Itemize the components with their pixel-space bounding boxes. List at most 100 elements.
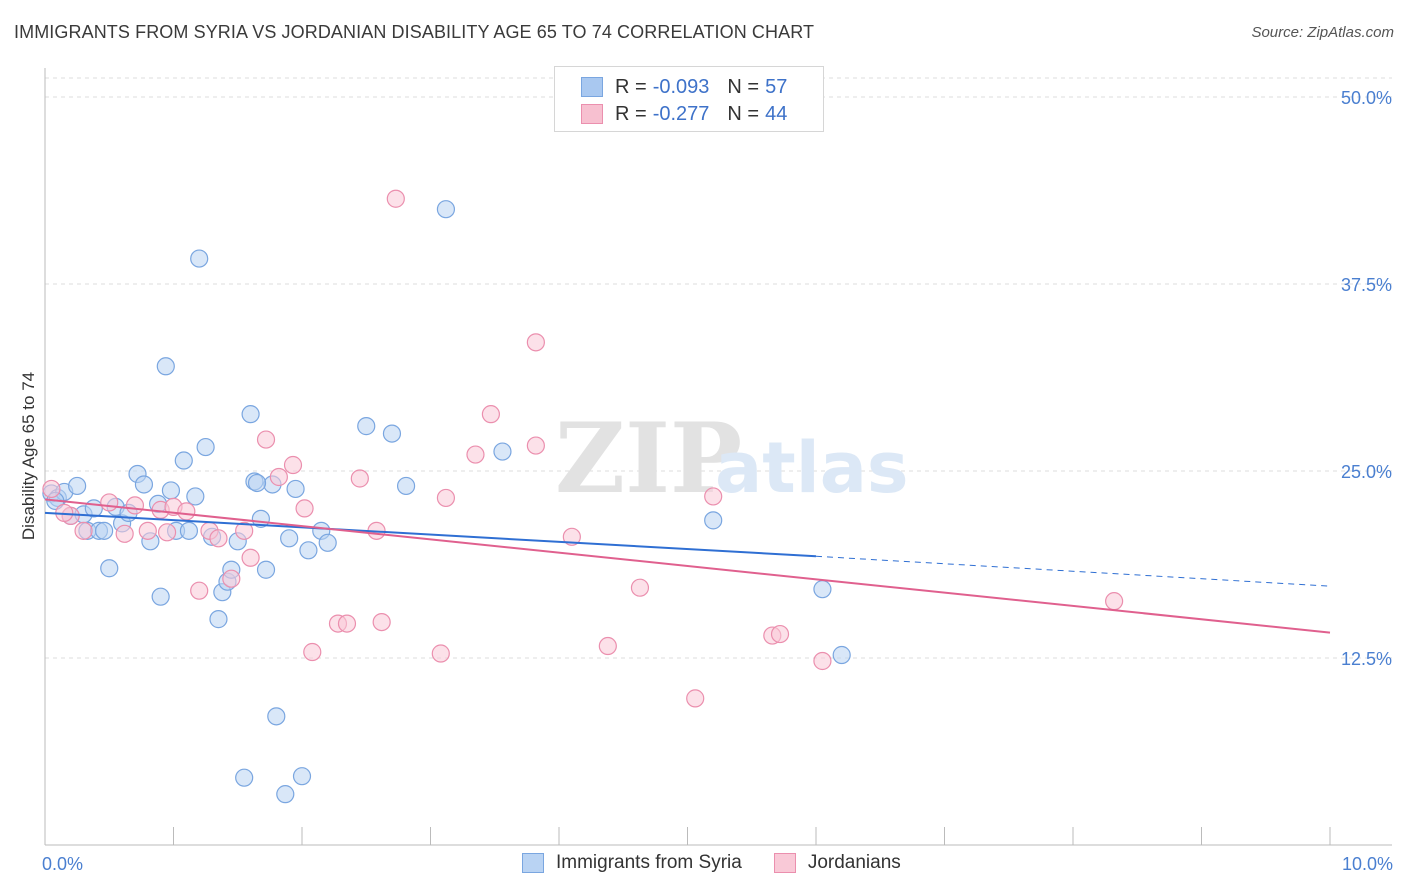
data-point [630,578,650,597]
data-point [813,651,832,671]
data-point [686,689,705,708]
data-point [177,502,196,521]
data-point [295,499,314,518]
y-tick-label: 25.0% [1341,462,1392,482]
data-point [174,451,193,470]
data-point [100,493,119,512]
y-tick-label: 37.5% [1341,275,1392,295]
data-point [157,523,177,542]
data-point [235,768,254,787]
series-legend: Immigrants from Syria Jordanians [522,852,933,874]
data-point [283,455,303,475]
legend-n-value: 57 [765,75,788,98]
data-point [276,785,295,804]
legend-swatch-jordanians [773,853,796,873]
legend-swatch-syria [522,853,544,873]
trend-line-syria-extension [815,555,1331,587]
data-point [267,707,286,726]
data-point [100,559,119,578]
data-point [396,476,416,496]
data-point [303,642,322,662]
trend-lines [44,498,1331,634]
legend-r-label: R = [615,102,647,125]
y-axis-label: Disability Age 65 to 74 [19,372,38,540]
data-point [269,467,288,487]
data-point [493,442,512,461]
legend-r-value: -0.093 [652,75,710,98]
data-point [299,541,318,560]
data-point [562,527,581,546]
x-tick-label: 10.0% [1342,854,1393,874]
data-point [350,469,369,488]
data-point [42,479,61,499]
data-point [241,548,260,567]
data-point [598,636,617,656]
data-point [190,581,209,600]
data-point [832,645,851,665]
data-point [813,580,832,599]
legend-r-value: -0.277 [652,102,710,125]
data-point [256,430,276,449]
data-point [256,560,276,579]
source-label: Source: ZipAtlas.com [1251,24,1394,41]
data-point [337,614,357,633]
data-point [770,624,790,644]
tick-labels: 12.5% 25.0% 37.5% 50.0% 0.0% 10.0% [42,88,1393,874]
x-tick-label: 0.0% [42,854,83,874]
data-point [156,357,175,376]
legend-r-label: R = [615,75,647,98]
data-point [386,189,405,208]
data-point [292,767,312,786]
data-point [372,612,391,632]
legend-row-syria: R = -0.093 N = 57 [581,74,787,100]
data-point [241,405,260,424]
trend-line-syria [44,511,817,558]
legend-row-jordanians: R = -0.277 N = 44 [581,101,787,127]
data-point [318,533,337,552]
data-point [436,200,456,219]
data-point [115,524,134,543]
data-point [526,333,545,352]
data-point [481,405,500,424]
data-point [209,610,228,629]
y-tick-label: 50.0% [1341,88,1392,108]
data-point [382,424,402,443]
data-point [280,529,299,548]
correlation-legend: R = -0.093 N = 57 R = -0.277 N = 44 [554,66,824,132]
data-point [209,529,228,548]
data-point [179,521,199,540]
grid-lines [45,77,1392,659]
data-point [222,569,241,588]
chart-title: IMMIGRANTS FROM SYRIA VS JORDANIAN DISAB… [14,22,815,42]
data-point [526,436,545,455]
data-point [431,644,450,663]
data-point [138,521,157,540]
legend-item-jordanians[interactable]: Jordanians [773,852,901,874]
data-point [466,445,485,464]
data-point [704,487,723,506]
axes [44,68,1392,846]
data-point [286,479,305,499]
data-point [1105,592,1124,611]
legend-n-label: N = [727,102,760,125]
legend-label-syria: Immigrants from Syria [556,852,742,873]
legend-n-label: N = [727,75,760,98]
data-point [151,587,170,606]
data-point [95,521,114,540]
trend-line-jordanians [44,498,1331,634]
legend-swatch-jordanians [581,104,603,124]
legend-item-syria[interactable]: Immigrants from Syria [522,852,742,874]
data-point [704,511,723,530]
data-point [190,249,209,268]
data-point [74,521,93,540]
data-point [161,481,181,500]
data-point [68,476,87,496]
legend-swatch-syria [581,77,603,97]
y-tick-label: 12.5% [1341,649,1392,669]
data-point [196,437,215,457]
watermark-atlas: atlas [715,427,909,509]
data-point [125,496,145,515]
data-point [186,487,205,506]
data-point [134,475,154,494]
